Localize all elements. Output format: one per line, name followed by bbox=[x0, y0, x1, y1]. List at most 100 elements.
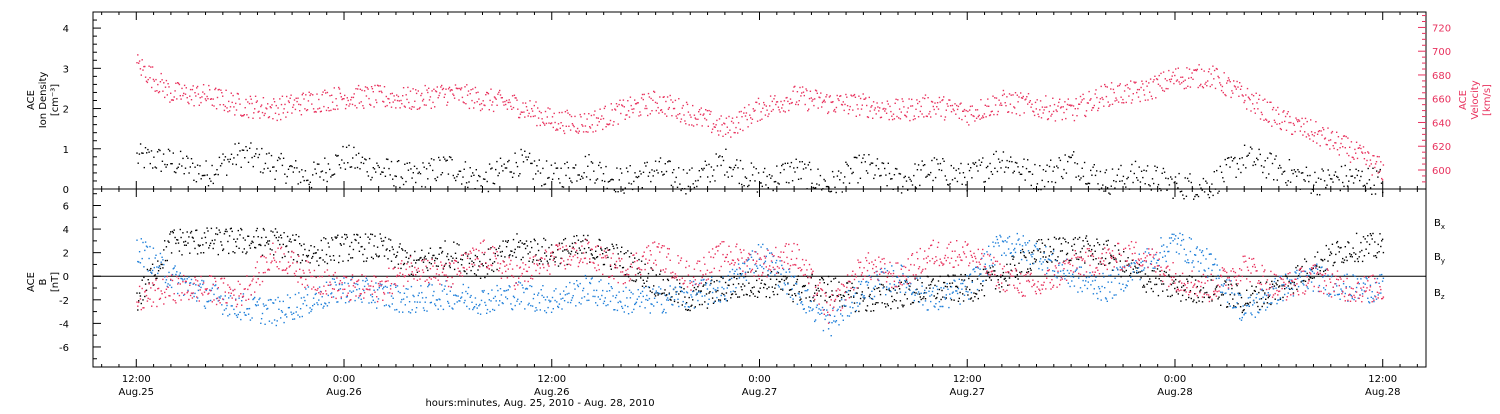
b-series-bx-point bbox=[341, 245, 342, 246]
b-series-bx-point bbox=[211, 228, 212, 229]
density-series-point bbox=[1085, 183, 1086, 184]
b-series-bx-point bbox=[884, 303, 885, 304]
density-series-point bbox=[1112, 168, 1113, 169]
b-series-by-point bbox=[831, 335, 832, 336]
b-series-bx-point bbox=[563, 239, 564, 240]
density-series-point bbox=[305, 170, 306, 171]
b-series-bx-point bbox=[786, 278, 787, 279]
b-series-bx-point bbox=[760, 288, 761, 289]
density-series-point bbox=[647, 162, 648, 163]
velocity-series-point bbox=[1117, 85, 1118, 86]
velocity-series-point bbox=[1339, 147, 1340, 148]
velocity-series-point bbox=[899, 108, 900, 109]
b-series-bx-point bbox=[1113, 257, 1114, 258]
density-series-point bbox=[489, 163, 490, 164]
b-series-bx-point bbox=[274, 235, 275, 236]
density-series-point bbox=[826, 186, 827, 187]
density-series-point bbox=[512, 177, 513, 178]
b-series-by-point bbox=[138, 261, 139, 262]
velocity-series-point bbox=[421, 93, 422, 94]
b-series-by-point bbox=[417, 301, 418, 302]
density-series-point bbox=[425, 186, 426, 187]
b-series-bx-point bbox=[470, 258, 471, 259]
velocity-series-point bbox=[774, 95, 775, 96]
velocity-series-point bbox=[717, 130, 718, 131]
density-series-point bbox=[174, 171, 175, 172]
b-series-bx-point bbox=[1102, 248, 1103, 249]
velocity-series-point bbox=[834, 109, 835, 110]
velocity-series-point bbox=[525, 102, 526, 103]
b-series-by-point bbox=[757, 268, 758, 269]
b-series-by-point bbox=[734, 273, 735, 274]
density-series-point bbox=[979, 159, 980, 160]
velocity-series-point bbox=[1267, 102, 1268, 103]
velocity-series-point bbox=[509, 99, 510, 100]
b-series-by-point bbox=[464, 302, 465, 303]
density-series-point bbox=[382, 172, 383, 173]
b-series-bx-point bbox=[335, 236, 336, 237]
density-series-point bbox=[1181, 191, 1182, 192]
velocity-series-point bbox=[708, 110, 709, 111]
b-series-bx-point bbox=[1159, 271, 1160, 272]
b-series-bx-point bbox=[452, 258, 453, 259]
density-series-point bbox=[335, 154, 336, 155]
b-series-bx-point bbox=[445, 263, 446, 264]
b-series-by-point bbox=[334, 279, 335, 280]
velocity-series-point bbox=[413, 106, 414, 107]
density-series-point bbox=[1208, 194, 1209, 195]
velocity-series-point bbox=[1316, 142, 1317, 143]
density-series-point bbox=[917, 169, 918, 170]
velocity-series-point bbox=[1122, 99, 1123, 100]
velocity-series-point bbox=[792, 91, 793, 92]
b-series-bx-point bbox=[206, 242, 207, 243]
density-series-point bbox=[832, 171, 833, 172]
b-series-by-point bbox=[607, 304, 608, 305]
b-series-bx-point bbox=[279, 244, 280, 245]
b-series-bx-point bbox=[741, 286, 742, 287]
density-series-point bbox=[437, 177, 438, 178]
b-series-by-point bbox=[489, 299, 490, 300]
velocity-series-point bbox=[1098, 108, 1099, 109]
velocity-series-point bbox=[869, 97, 870, 98]
density-series-point bbox=[548, 177, 549, 178]
b-series-bx-point bbox=[600, 248, 601, 249]
velocity-series-point bbox=[136, 62, 137, 63]
density-series-point bbox=[729, 167, 730, 168]
density-series-point bbox=[539, 159, 540, 160]
b-series-bx-point bbox=[232, 231, 233, 232]
b-series-by-point bbox=[550, 300, 551, 301]
density-series-point bbox=[794, 171, 795, 172]
density-series-point bbox=[701, 168, 702, 169]
velocity-series-point bbox=[479, 104, 480, 105]
b-series-by-point bbox=[581, 297, 582, 298]
b-series-by-point bbox=[277, 297, 278, 298]
density-series-point bbox=[207, 174, 208, 175]
density-series-point bbox=[1136, 177, 1137, 178]
density-series-point bbox=[1020, 174, 1021, 175]
velocity-series-point bbox=[1289, 116, 1290, 117]
velocity-series-point bbox=[772, 101, 773, 102]
b-series-by-point bbox=[361, 302, 362, 303]
velocity-series-point bbox=[759, 103, 760, 104]
b-series-bx-point bbox=[798, 275, 799, 276]
velocity-series-point bbox=[985, 105, 986, 106]
density-series-point bbox=[890, 178, 891, 179]
velocity-series-point bbox=[505, 104, 506, 105]
velocity-series-point bbox=[1378, 156, 1379, 157]
velocity-series-point bbox=[1017, 95, 1018, 96]
b-series-bx-point bbox=[632, 262, 633, 263]
velocity-series-point bbox=[856, 104, 857, 105]
velocity-series-point bbox=[807, 110, 808, 111]
density-series-point bbox=[1183, 198, 1184, 199]
density-series-point bbox=[579, 174, 580, 175]
density-series-point bbox=[619, 179, 620, 180]
b-series-bx-point bbox=[506, 246, 507, 247]
b-series-bx-point bbox=[1277, 280, 1278, 281]
b-series-bx-point bbox=[1250, 294, 1251, 295]
density-series-point bbox=[661, 171, 662, 172]
velocity-series-point bbox=[817, 93, 818, 94]
density-series-point bbox=[496, 161, 497, 162]
density-series-point bbox=[627, 171, 628, 172]
b-series-by-point bbox=[692, 291, 693, 292]
b-series-bx-point bbox=[516, 233, 517, 234]
